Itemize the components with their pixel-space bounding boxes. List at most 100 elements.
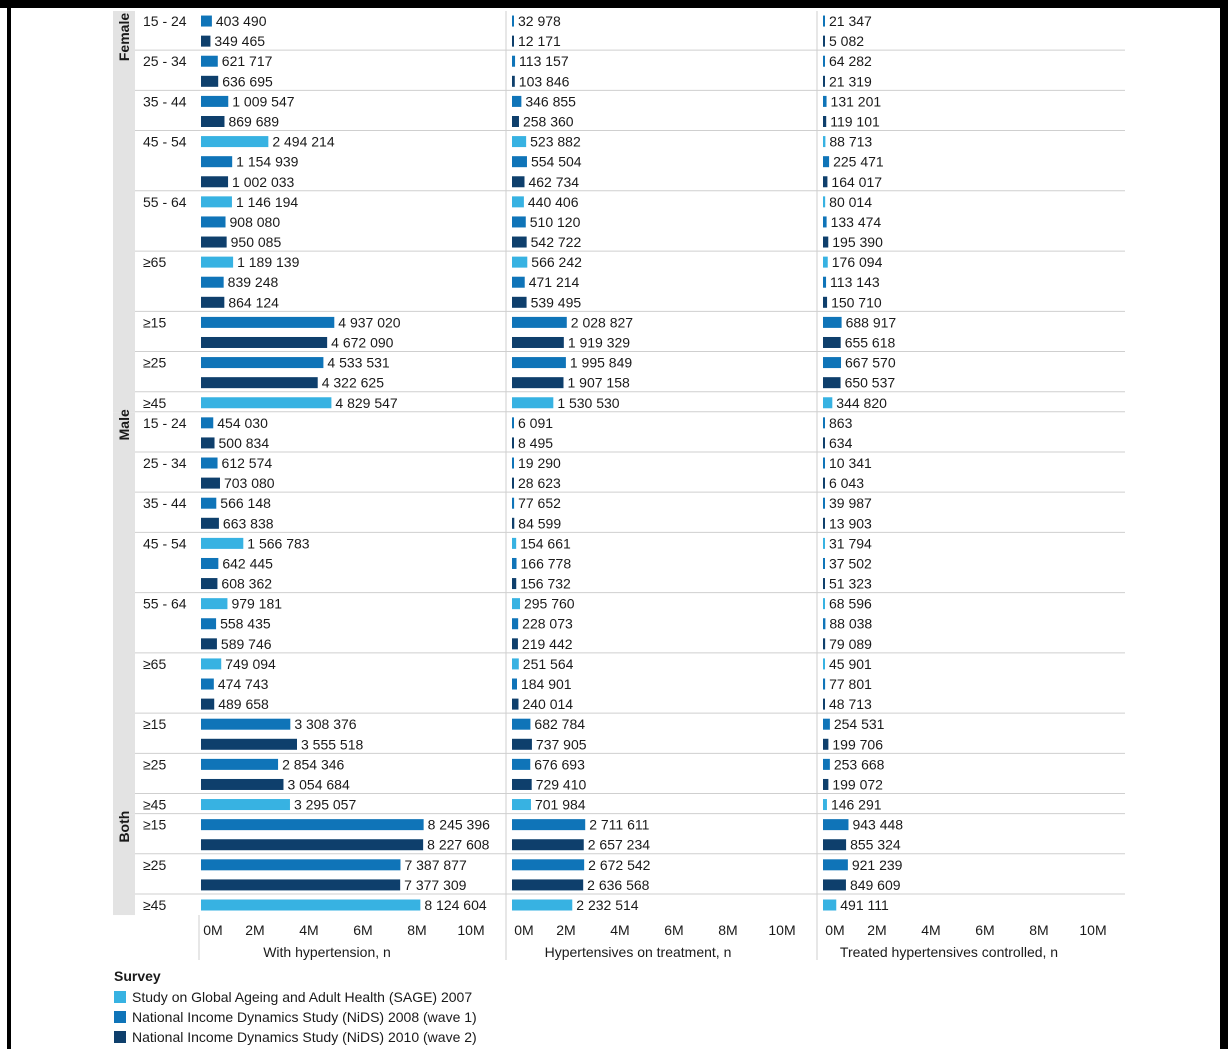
bar-value-label: 701 984 [535, 797, 586, 813]
bar-value-label: 1 154 939 [236, 154, 298, 170]
sex-band-male [113, 412, 135, 815]
bar-value-label: 6 091 [518, 415, 553, 431]
x-tick-label: 8M [718, 922, 737, 938]
bar-treatment [512, 256, 528, 268]
bar-value-label: 8 124 604 [424, 897, 486, 913]
bar-hypertension [201, 136, 269, 148]
bar-hypertension [201, 176, 229, 188]
legend-title: Survey [114, 968, 161, 984]
bar-value-label: 554 504 [531, 154, 582, 170]
bar-value-label: 7 387 877 [404, 857, 466, 873]
x-tick-label: 0M [514, 922, 533, 938]
age-label: 25 - 34 [143, 455, 187, 471]
bar-value-label: 77 652 [518, 495, 561, 511]
bar-hypertension [201, 718, 291, 730]
bar-hypertension [201, 819, 424, 831]
age-label: 35 - 44 [143, 495, 187, 511]
x-tick-label: 10M [1079, 922, 1106, 938]
x-tick-label: 6M [975, 922, 994, 938]
bar-treatment [512, 778, 532, 790]
bar-hypertension [201, 537, 244, 549]
bar-controlled [823, 457, 825, 469]
bar-value-label: 688 917 [846, 314, 897, 330]
bar-value-label: 491 111 [840, 897, 889, 913]
bar-value-label: 749 094 [225, 656, 276, 672]
bar-value-label: 864 124 [228, 294, 279, 310]
bar-value-label: 133 474 [831, 214, 882, 230]
bar-controlled [823, 718, 830, 730]
bar-treatment [512, 738, 532, 750]
bar-controlled [823, 899, 837, 911]
legend-label-nids-wave1: National Income Dynamics Study (NiDS) 20… [132, 1009, 477, 1025]
x-axis-title: Treated hypertensives controlled, n [840, 944, 1058, 960]
sex-label-both: Both [116, 811, 132, 843]
bar-treatment [512, 859, 585, 871]
bar-treatment [512, 95, 522, 107]
bar-treatment [512, 537, 517, 549]
bar-value-label: 154 661 [520, 535, 571, 551]
bar-treatment [512, 15, 514, 27]
bar-treatment [512, 578, 517, 590]
x-axis-title: Hypertensives on treatment, n [545, 944, 732, 960]
legend-item-sage: Study on Global Ageing and Adult Health … [114, 987, 477, 1007]
bar-controlled [823, 115, 827, 127]
bar-hypertension [201, 658, 222, 670]
bar-hypertension [201, 296, 225, 308]
bar-value-label: 219 442 [522, 636, 573, 652]
bar-value-label: 471 214 [529, 274, 580, 290]
bar-value-label: 539 495 [531, 294, 582, 310]
bar-treatment [512, 176, 525, 188]
bar-value-label: 655 618 [845, 334, 896, 350]
bar-treatment [512, 557, 517, 569]
bar-hypertension [201, 417, 214, 429]
sex-band-female [113, 11, 135, 413]
bar-value-label: 566 242 [531, 254, 582, 270]
frame-top-border [0, 0, 1228, 8]
bar-treatment [512, 196, 524, 208]
age-label: ≥15 [143, 716, 166, 732]
bar-hypertension [201, 15, 212, 27]
bar-treatment [512, 517, 515, 529]
bar-controlled [823, 316, 842, 328]
bar-value-label: 7 377 309 [404, 877, 466, 893]
sex-label-male: Male [116, 409, 132, 440]
bar-treatment [512, 658, 519, 670]
bar-treatment [512, 336, 564, 348]
bar-hypertension [201, 778, 284, 790]
bar-hypertension [201, 55, 218, 67]
age-label: ≥65 [143, 656, 166, 672]
bar-value-label: 88 713 [829, 134, 872, 150]
bar-value-label: 45 901 [829, 656, 872, 672]
bar-value-label: 21 347 [829, 13, 872, 29]
x-tick-label: 2M [556, 922, 575, 938]
bar-controlled [823, 517, 825, 529]
bar-value-label: 703 080 [224, 475, 275, 491]
bar-value-label: 3 555 518 [301, 736, 363, 752]
bar-hypertension [201, 256, 234, 268]
bar-value-label: 589 746 [221, 636, 272, 652]
bar-value-label: 228 073 [522, 616, 573, 632]
bar-controlled [823, 176, 828, 188]
bar-value-label: 3 295 057 [294, 797, 356, 813]
bar-value-label: 258 360 [523, 113, 574, 129]
bar-value-label: 863 [829, 415, 853, 431]
bar-value-label: 2 028 827 [571, 314, 633, 330]
bar-treatment [512, 316, 567, 328]
bar-controlled [823, 336, 841, 348]
bar-value-label: 344 820 [836, 395, 887, 411]
bar-controlled [823, 698, 825, 710]
bar-treatment [512, 156, 527, 168]
bar-controlled [823, 55, 825, 67]
x-tick-label: 0M [825, 922, 844, 938]
sex-band-both [113, 814, 135, 916]
bar-value-label: 474 743 [218, 676, 269, 692]
bar-controlled [823, 417, 825, 429]
bar-value-label: 566 148 [220, 495, 271, 511]
bar-value-label: 2 854 346 [282, 756, 344, 772]
bar-hypertension [201, 357, 324, 369]
bar-hypertension [201, 196, 232, 208]
x-tick-label: 4M [299, 922, 318, 938]
bar-value-label: 21 319 [829, 73, 872, 89]
bar-treatment [512, 417, 514, 429]
bar-value-label: 39 987 [829, 495, 872, 511]
